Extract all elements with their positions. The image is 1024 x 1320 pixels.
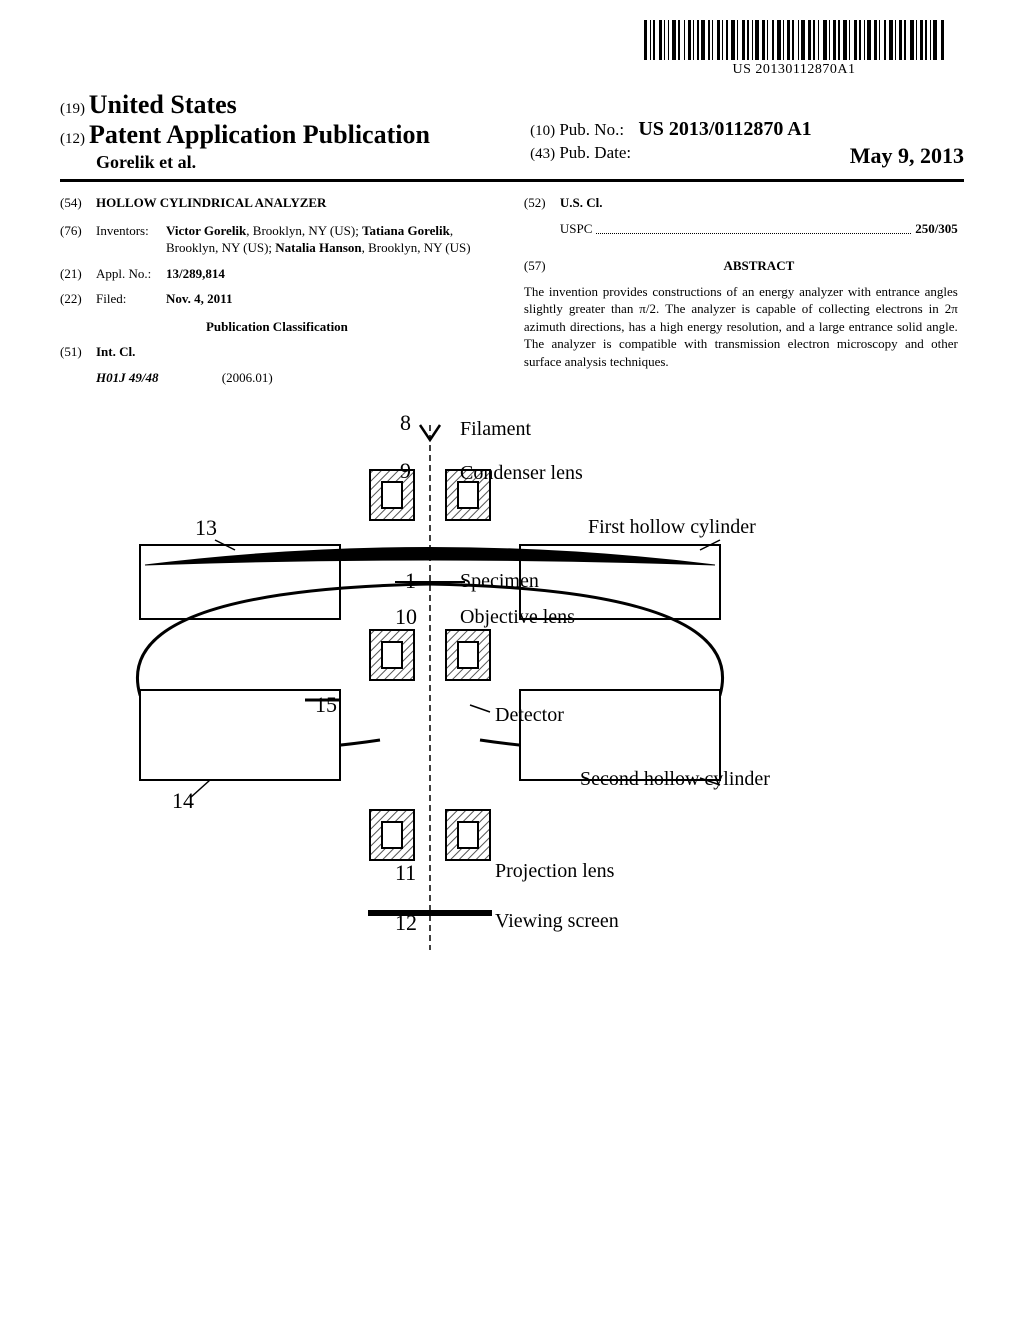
left-column: (54) HOLLOW CYLINDRICAL ANALYZER (76) In… <box>60 194 494 386</box>
pub-no-prefix: (10) <box>530 123 555 139</box>
title-num: (54) <box>60 194 96 212</box>
content-columns: (54) HOLLOW CYLINDRICAL ANALYZER (76) In… <box>60 194 964 386</box>
pub-date-label: Pub. Date: <box>559 143 631 162</box>
fig-num-14: 14 <box>172 788 194 814</box>
classification-heading: Publication Classification <box>60 318 494 336</box>
filed-num: (22) <box>60 290 96 308</box>
country-prefix: (19) <box>60 101 85 117</box>
pub-no: US 2013/0112870 A1 <box>638 118 811 140</box>
barcode <box>644 20 944 60</box>
uscl-value: 250/305 <box>915 220 958 238</box>
figure-area: 8 9 13 1 10 15 14 11 12 Filament Condens… <box>0 410 1024 970</box>
fig-label-condenser: Condenser lens <box>460 462 583 485</box>
fig-num-13: 13 <box>195 515 217 541</box>
dots-leader <box>596 220 911 235</box>
intcl-date: (2006.01) <box>222 370 273 385</box>
fig-num-1: 1 <box>405 568 416 594</box>
country-name: United States <box>89 90 237 119</box>
fig-label-specimen: Specimen <box>460 570 539 593</box>
header: (19) United States (12) Patent Applicati… <box>60 90 964 182</box>
pub-date-prefix: (43) <box>530 146 555 162</box>
authors-short: Gorelik et al. <box>96 152 494 173</box>
appl-label: Appl. No.: <box>96 265 166 283</box>
barcode-region: US 20130112870A1 <box>644 20 944 78</box>
right-column: (52) U.S. Cl. USPC 250/305 (57) ABSTRACT… <box>524 194 958 386</box>
fig-label-viewing: Viewing screen <box>495 910 619 933</box>
fig-num-8: 8 <box>400 410 411 436</box>
filed-value: Nov. 4, 2011 <box>166 290 232 308</box>
fig-num-15: 15 <box>315 692 337 718</box>
inventors-list: Victor Gorelik, Brooklyn, NY (US); Tatia… <box>166 222 494 257</box>
pub-type: Patent Application Publication <box>89 120 430 149</box>
appl-num-prefix: (21) <box>60 265 96 283</box>
abstract-label: ABSTRACT <box>723 257 794 275</box>
pub-type-prefix: (12) <box>60 131 85 147</box>
uscl-uspc: USPC <box>560 220 593 238</box>
pub-no-label: Pub. No.: <box>559 120 624 139</box>
fig-num-12: 12 <box>395 910 417 936</box>
uscl-label: U.S. Cl. <box>560 194 603 212</box>
fig-label-detector: Detector <box>495 704 564 727</box>
abstract-text: The invention provides constructions of … <box>524 283 958 371</box>
fig-num-11: 11 <box>395 860 416 886</box>
barcode-text: US 20130112870A1 <box>644 62 944 78</box>
abstract-num: (57) <box>524 257 560 275</box>
fig-label-objective: Objective lens <box>460 606 575 629</box>
figure-svg <box>0 410 1024 970</box>
header-left: (19) United States (12) Patent Applicati… <box>60 90 494 173</box>
pub-date: May 9, 2013 <box>850 143 964 169</box>
intcl-label: Int. Cl. <box>96 343 135 361</box>
fig-label-first-cylinder: First hollow cylinder <box>588 516 756 539</box>
intcl-code: H01J 49/48 <box>96 370 158 385</box>
fig-label-filament: Filament <box>460 418 531 441</box>
filed-label: Filed: <box>96 290 166 308</box>
header-right: (10) Pub. No.: US 2013/0112870 A1 (43) P… <box>530 90 964 173</box>
fig-label-second-cylinder: Second hollow cylinder <box>580 768 770 791</box>
uscl-num: (52) <box>524 194 560 212</box>
fig-num-9: 9 <box>400 458 411 484</box>
fig-num-10: 10 <box>395 604 417 630</box>
fig-label-projection: Projection lens <box>495 860 614 883</box>
inventors-num: (76) <box>60 222 96 257</box>
inventors-label: Inventors: <box>96 222 166 257</box>
patent-title: HOLLOW CYLINDRICAL ANALYZER <box>96 194 326 212</box>
intcl-num: (51) <box>60 343 96 361</box>
appl-value: 13/289,814 <box>166 265 225 283</box>
